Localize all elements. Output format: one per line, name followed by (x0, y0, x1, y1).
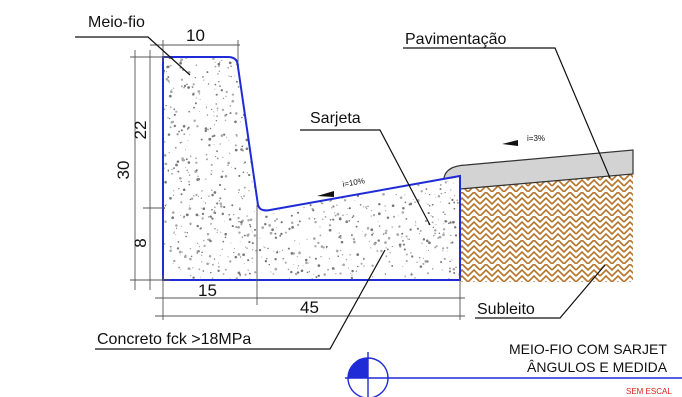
paving-label: Pavimentação (405, 31, 506, 48)
leader-lines (75, 36, 611, 350)
concrete-body (163, 57, 460, 280)
title-line-2: ÂNGULOS E MEDIDA (527, 359, 668, 375)
paving-layer (443, 149, 634, 190)
gutter-slope-arrow (317, 191, 334, 197)
paving-slope-arrow (502, 140, 518, 146)
dim-curb-base: 15 (198, 281, 217, 300)
section-marker-icon (347, 352, 389, 397)
paving-slope-text: i=3% (527, 134, 545, 143)
dimension-lines (130, 40, 465, 320)
dim-total-height: 30 (114, 161, 133, 180)
title-line-1: MEIO-FIO COM SARJET (509, 341, 667, 357)
concrete-label: Concreto fck >18MPa (97, 331, 251, 348)
gutter-label: Sarjeta (310, 110, 361, 127)
subgrade-label: Subleito (477, 301, 535, 318)
dim-upper-height: 22 (131, 121, 150, 140)
scale-note: SEM ESCAL (626, 387, 672, 396)
subgrade-area (460, 173, 633, 282)
curb-label: Meio-fio (88, 14, 145, 31)
gutter-slope-text: i=10% (342, 176, 366, 189)
curb-gutter-outline (162, 56, 461, 281)
dim-lower-height: 8 (131, 238, 150, 247)
dim-total-width: 45 (300, 298, 319, 317)
dim-top-width: 10 (186, 26, 205, 45)
